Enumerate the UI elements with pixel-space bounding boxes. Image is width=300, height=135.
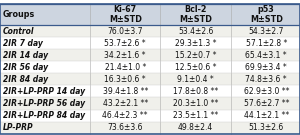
Text: 2IR+LP-PRP 56 day: 2IR+LP-PRP 56 day [3,99,85,108]
Text: 57.6±2.7 **: 57.6±2.7 ** [244,99,289,108]
Text: 39.4±1.8 **: 39.4±1.8 ** [103,87,148,96]
Bar [0,109,300,122]
Text: Ki-67
M±STD: Ki-67 M±STD [109,5,142,24]
Text: 2IR 56 day: 2IR 56 day [3,63,48,72]
Text: Control: Control [3,26,34,36]
Text: Bcl-2
M±STD: Bcl-2 M±STD [179,5,212,24]
Text: 49.8±2.4: 49.8±2.4 [178,123,213,132]
Bar [0,25,300,37]
Text: 57.1±2.8 *: 57.1±2.8 * [246,39,287,48]
Text: 2IR 14 day: 2IR 14 day [3,51,48,60]
Text: 12.5±0.6 *: 12.5±0.6 * [175,63,217,72]
Text: 69.9±3.4 *: 69.9±3.4 * [245,63,287,72]
Text: 23.5±1.1 **: 23.5±1.1 ** [173,111,218,120]
Bar [0,4,300,25]
Text: 29.3±1.3 *: 29.3±1.3 * [175,39,217,48]
Text: 76.0±3.7: 76.0±3.7 [107,26,143,36]
Text: 2IR+LP-PRP 14 day: 2IR+LP-PRP 14 day [3,87,85,96]
Bar [0,37,300,49]
Bar [0,97,300,109]
Text: 9.1±0.4 *: 9.1±0.4 * [177,75,214,84]
Text: 62.9±3.0 **: 62.9±3.0 ** [244,87,289,96]
Text: 46.4±2.3 **: 46.4±2.3 ** [103,111,148,120]
Text: 65.4±3.1 *: 65.4±3.1 * [245,51,287,60]
Text: 43.2±2.1 **: 43.2±2.1 ** [103,99,148,108]
Text: 73.6±3.6: 73.6±3.6 [107,123,143,132]
Text: 20.3±1.0 **: 20.3±1.0 ** [173,99,218,108]
Text: 15.2±0.7 *: 15.2±0.7 * [175,51,217,60]
Text: 44.1±2.1 **: 44.1±2.1 ** [244,111,289,120]
Text: 53.7±2.6 *: 53.7±2.6 * [104,39,146,48]
Text: 2IR 84 day: 2IR 84 day [3,75,48,84]
Bar [0,49,300,61]
Bar [0,85,300,97]
Text: 34.2±1.6 *: 34.2±1.6 * [104,51,146,60]
Text: 74.8±3.6 *: 74.8±3.6 * [245,75,287,84]
Text: 51.3±2.6: 51.3±2.6 [249,123,284,132]
Text: 2IR+LP-PRP 84 day: 2IR+LP-PRP 84 day [3,111,85,120]
Text: 16.3±0.6 *: 16.3±0.6 * [104,75,146,84]
Text: LP-PRP: LP-PRP [3,123,34,132]
Text: 53.4±2.6: 53.4±2.6 [178,26,213,36]
Text: 54.3±2.7: 54.3±2.7 [249,26,284,36]
Text: 17.8±0.8 **: 17.8±0.8 ** [173,87,218,96]
Text: p53
M±STD: p53 M±STD [250,5,283,24]
Bar [0,122,300,134]
Text: Groups: Groups [3,10,35,19]
Text: 21.4±1.0 *: 21.4±1.0 * [105,63,146,72]
Bar [0,61,300,73]
Text: 2IR 7 day: 2IR 7 day [3,39,43,48]
Bar [0,73,300,85]
